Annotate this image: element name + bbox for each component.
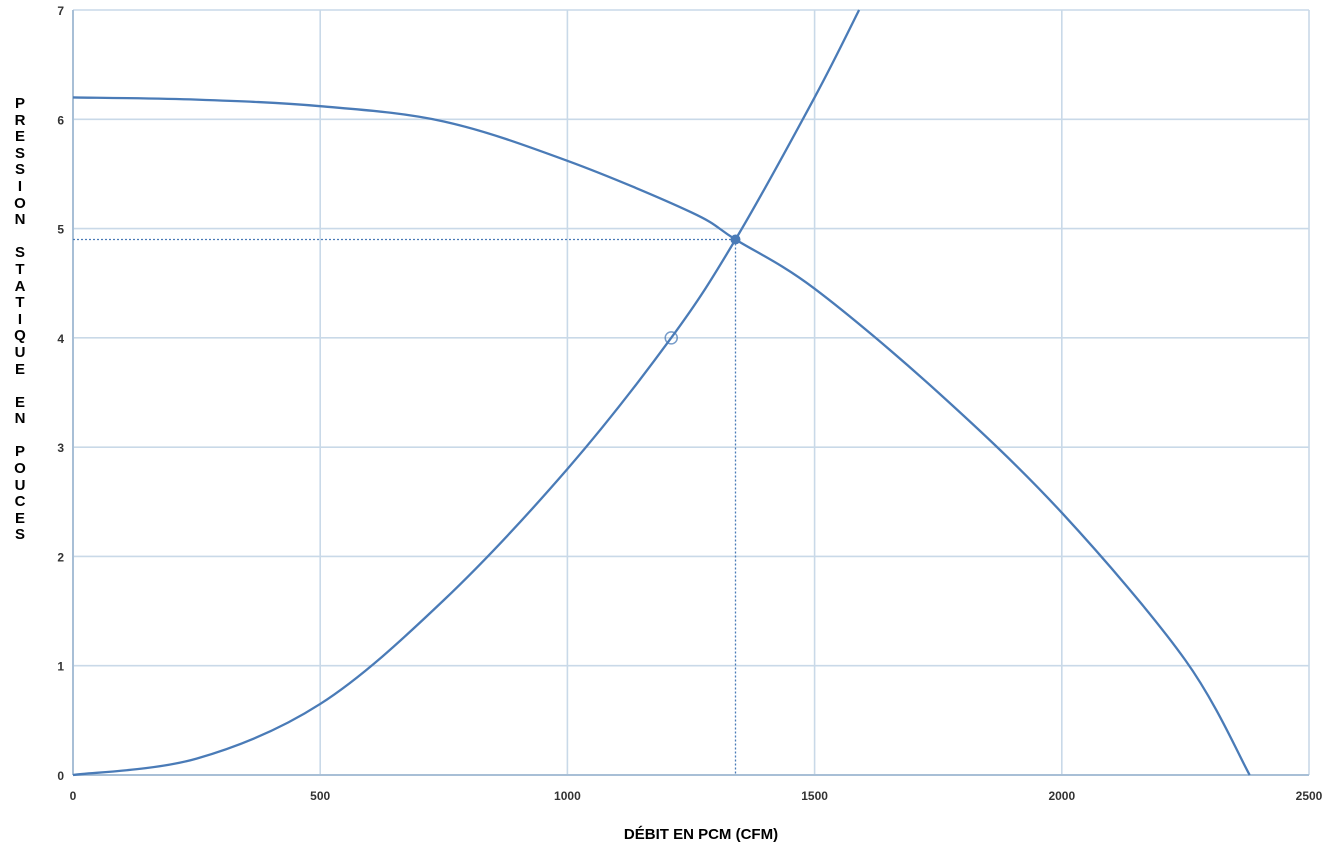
y-tick-label: 5 [57,223,64,237]
y-tick-label: 0 [57,769,64,783]
y-tick-label: 3 [57,441,64,455]
y-tick-label: 1 [57,660,64,674]
y-tick-label: 7 [57,4,64,18]
y-tick-label: 4 [57,332,64,346]
x-tick-label: 500 [310,789,330,803]
x-tick-label: 2500 [1296,789,1322,803]
x-tick-label: 0 [70,789,77,803]
reference-lines [73,238,737,775]
x-tick-label: 1500 [801,789,828,803]
series-line-2 [72,9,861,777]
x-axis-title: DÉBIT EN PCM (CFM) [623,826,779,843]
hollow-point [664,331,678,345]
x-ticks: 0 500 1000 1500 2000 2500 [70,789,1322,803]
series-line-1 [72,96,1251,776]
x-tick-label: 2000 [1048,789,1075,803]
points-group [664,234,741,345]
operating-point [730,234,741,245]
axes [72,10,1309,776]
x-tick-label: 1000 [554,789,581,803]
grid [73,9,1310,775]
y-tick-label: 2 [57,550,64,564]
y-tick-label: 6 [57,113,64,127]
series-group [72,9,1251,777]
y-ticks: 0 1 2 3 4 5 6 7 [57,4,64,783]
